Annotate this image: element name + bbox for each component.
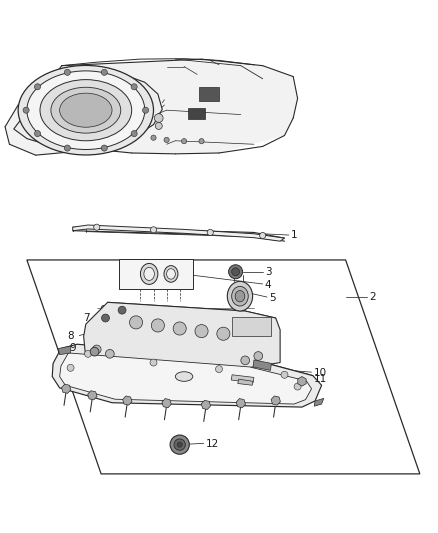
- Circle shape: [106, 350, 114, 358]
- Ellipse shape: [164, 265, 178, 282]
- FancyBboxPatch shape: [188, 108, 205, 119]
- Circle shape: [131, 84, 137, 90]
- Text: 4: 4: [265, 280, 272, 290]
- Circle shape: [170, 435, 189, 454]
- Ellipse shape: [27, 71, 145, 149]
- Circle shape: [195, 325, 208, 338]
- Circle shape: [92, 345, 101, 354]
- Polygon shape: [73, 225, 285, 241]
- Ellipse shape: [232, 286, 248, 306]
- FancyBboxPatch shape: [199, 87, 219, 101]
- Circle shape: [64, 145, 71, 151]
- Ellipse shape: [60, 93, 112, 127]
- Circle shape: [94, 224, 100, 230]
- Circle shape: [217, 327, 230, 340]
- Circle shape: [101, 145, 107, 151]
- Circle shape: [199, 139, 204, 144]
- Circle shape: [181, 139, 187, 144]
- Circle shape: [174, 439, 185, 450]
- Ellipse shape: [235, 290, 245, 302]
- Circle shape: [155, 123, 162, 130]
- Circle shape: [35, 131, 41, 136]
- Ellipse shape: [40, 79, 132, 141]
- Text: 11: 11: [314, 374, 327, 384]
- Circle shape: [254, 352, 263, 360]
- Circle shape: [207, 229, 213, 236]
- Circle shape: [130, 316, 143, 329]
- Ellipse shape: [51, 87, 121, 133]
- Circle shape: [281, 372, 288, 378]
- Circle shape: [131, 131, 137, 136]
- Circle shape: [67, 364, 74, 372]
- Ellipse shape: [141, 263, 158, 285]
- Circle shape: [142, 107, 148, 113]
- Circle shape: [232, 268, 240, 276]
- Polygon shape: [231, 375, 254, 383]
- Polygon shape: [27, 260, 420, 474]
- Text: 6: 6: [99, 305, 106, 315]
- Polygon shape: [60, 353, 311, 404]
- Polygon shape: [314, 398, 324, 406]
- Text: 1: 1: [291, 230, 298, 240]
- Circle shape: [294, 383, 301, 390]
- Ellipse shape: [144, 268, 154, 280]
- Circle shape: [241, 356, 250, 365]
- Circle shape: [102, 314, 110, 322]
- Ellipse shape: [175, 372, 193, 381]
- Circle shape: [150, 359, 157, 366]
- FancyBboxPatch shape: [119, 259, 193, 289]
- Circle shape: [164, 138, 169, 142]
- Ellipse shape: [166, 269, 175, 279]
- Circle shape: [23, 107, 29, 113]
- Text: 7: 7: [84, 313, 90, 323]
- Polygon shape: [52, 344, 321, 407]
- Text: 2: 2: [370, 292, 376, 302]
- Circle shape: [154, 114, 163, 123]
- Text: 8: 8: [67, 332, 74, 341]
- Circle shape: [35, 84, 41, 90]
- Text: 10: 10: [314, 368, 327, 377]
- Circle shape: [101, 69, 107, 75]
- Text: 3: 3: [265, 266, 272, 277]
- Polygon shape: [253, 360, 272, 370]
- Polygon shape: [5, 59, 297, 155]
- Polygon shape: [58, 346, 71, 354]
- Circle shape: [173, 322, 186, 335]
- Polygon shape: [238, 379, 253, 385]
- Circle shape: [150, 227, 156, 233]
- Circle shape: [177, 442, 182, 447]
- Circle shape: [90, 348, 99, 356]
- Text: 5: 5: [269, 293, 276, 303]
- Circle shape: [64, 69, 71, 75]
- Polygon shape: [14, 72, 162, 149]
- Text: 9: 9: [70, 343, 76, 353]
- Circle shape: [229, 265, 243, 279]
- Circle shape: [151, 319, 164, 332]
- Circle shape: [118, 306, 126, 314]
- Circle shape: [260, 232, 266, 239]
- Ellipse shape: [18, 66, 153, 155]
- Polygon shape: [84, 302, 280, 372]
- Circle shape: [151, 135, 156, 140]
- Circle shape: [85, 350, 92, 357]
- Ellipse shape: [227, 281, 253, 311]
- FancyBboxPatch shape: [232, 317, 272, 336]
- Text: 12: 12: [206, 439, 219, 449]
- Circle shape: [215, 366, 223, 373]
